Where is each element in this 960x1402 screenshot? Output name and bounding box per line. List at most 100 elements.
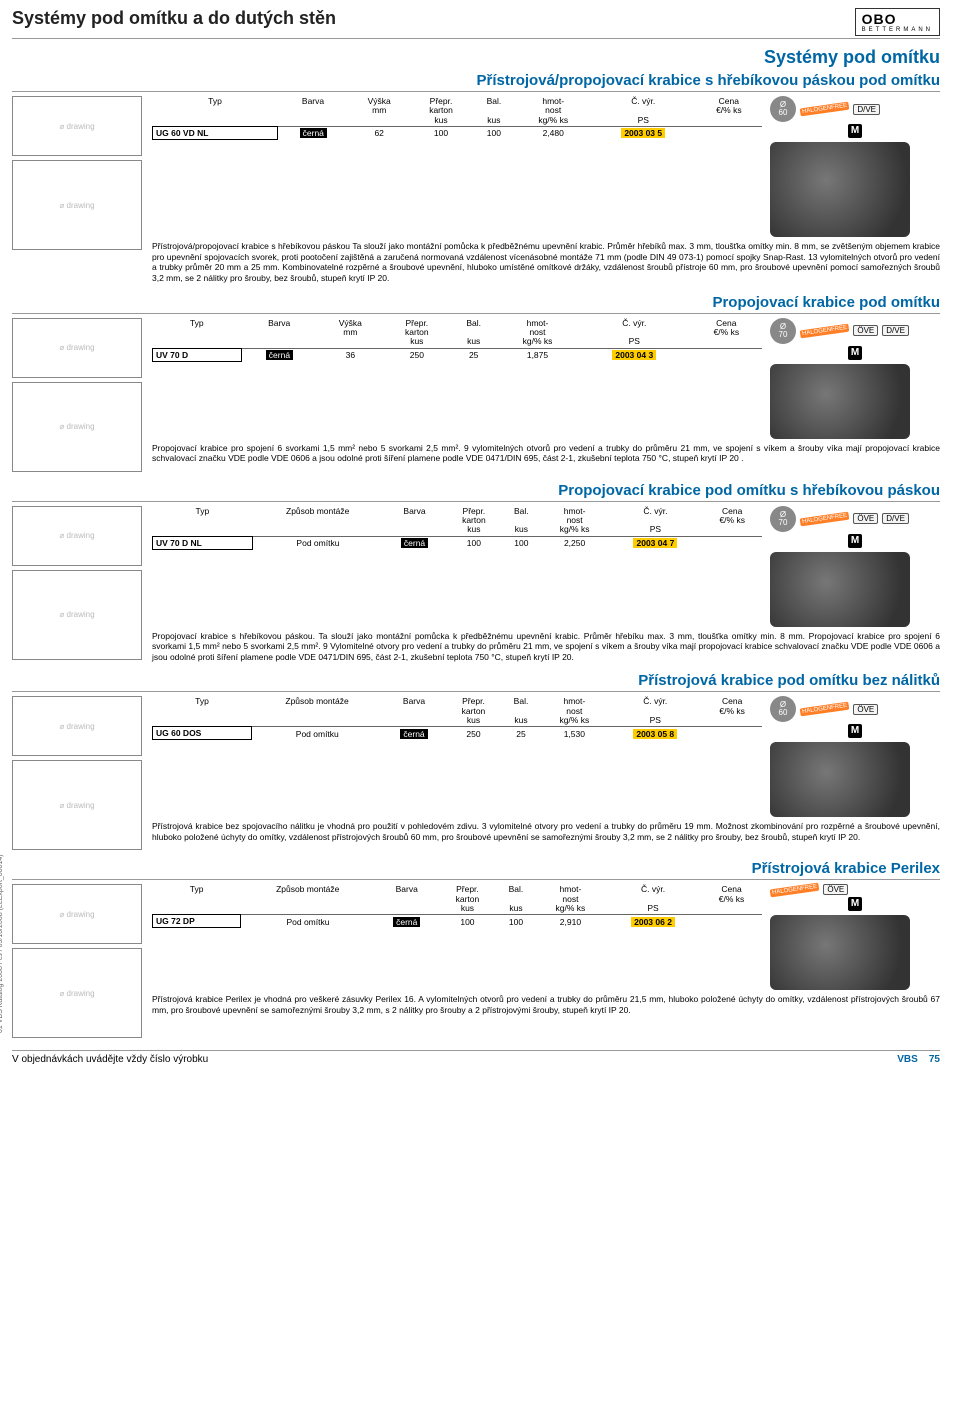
col-header: Barva [383, 696, 446, 727]
product-photo [770, 915, 910, 990]
product-block: ⌀ drawing ⌀ drawing Typ Způsob montáže B… [12, 696, 940, 850]
product-block: ⌀ drawing ⌀ drawing Typ Barva Výškamm Př… [12, 318, 940, 472]
cell-prepr: 100 [439, 915, 496, 928]
product-photo [770, 552, 910, 627]
col-header: hmot-nostkg/% ks [536, 884, 605, 915]
tech-drawing-icon: ⌀ drawing [12, 884, 142, 944]
table-row: UG 60 DOS Pod omítku černá 250 25 1,530 … [153, 727, 763, 740]
m-badge: M [848, 346, 862, 360]
spec-table: Typ Barva Výškamm Přepr.kartonkus Bal.ku… [152, 96, 762, 140]
col-header: Cena€/% ks [702, 696, 762, 727]
col-header: Způsob montáže [252, 506, 383, 537]
cell-prepr: 100 [410, 127, 472, 140]
cell-typ: UV 70 D NL [153, 536, 253, 549]
tech-drawing-icon: ⌀ drawing [12, 160, 142, 250]
badge-column: Ø60 HALOGENFREE D/VE M [770, 96, 940, 237]
col-header: Barva [241, 318, 317, 349]
tech-drawing-icon: ⌀ drawing [12, 696, 142, 756]
tech-drawing-icon: ⌀ drawing [12, 382, 142, 472]
col-header: Bal.kus [501, 696, 540, 727]
col-header: Č. výr.PS [608, 506, 702, 537]
cell-typ: UG 72 DP [153, 915, 241, 928]
cell-zpusob: Pod omítku [241, 915, 375, 928]
content-column: Typ Barva Výškamm Přepr.kartonkus Bal.ku… [152, 96, 940, 284]
cert-badge: D/VE [853, 104, 880, 115]
m-badge: M [848, 534, 862, 548]
table-row: UG 72 DP Pod omítku černá 100 100 2,910 … [153, 915, 763, 928]
diagram-column: ⌀ drawing ⌀ drawing [12, 696, 142, 850]
col-header: Bal.kus [496, 884, 536, 915]
table-row: UG 60 VD NL černá 62 100 100 2,480 2003 … [153, 127, 763, 140]
cell-typ: UV 70 D [153, 348, 242, 361]
cell-cvyr: 2003 05 8 [608, 727, 702, 740]
col-header: Barva [278, 96, 349, 127]
col-header: Typ [153, 318, 242, 349]
diagram-column: ⌀ drawing ⌀ drawing [12, 318, 142, 472]
cell-hmot: 1,530 [541, 727, 609, 740]
halogenfree-badge: HALOGENFREE [800, 511, 850, 526]
product-block: ⌀ drawing ⌀ drawing Typ Způsob montáže B… [12, 506, 940, 663]
product-heading: Přístrojová krabice Perilex [12, 860, 940, 880]
col-header: Cena€/% ks [696, 96, 762, 127]
col-header: Č. výr.PS [608, 696, 702, 727]
diameter-badge: Ø60 [770, 696, 796, 722]
cell-cena [691, 348, 762, 361]
badge-column: HALOGENFREE ÖVE M [770, 884, 940, 990]
m-badge: M [848, 897, 862, 911]
cell-cvyr: 2003 06 2 [605, 915, 701, 928]
cell-bal: 100 [472, 127, 515, 140]
cell-typ: UG 60 DOS [153, 727, 252, 740]
cell-cena [696, 127, 762, 140]
content-column: Typ Způsob montáže Barva Přepr.kartonkus… [152, 696, 940, 850]
product-description: Přístrojová/propojovací krabice s hřebík… [152, 241, 940, 284]
spec-table: Typ Barva Výškamm Přepr.kartonkus Bal.ku… [152, 318, 762, 362]
product-heading: Přístrojová/propojovací krabice s hřebík… [12, 72, 940, 92]
cell-hmot: 2,250 [541, 536, 609, 549]
col-header: Č. výr.PS [578, 318, 691, 349]
page-footer: V objednávkách uvádějte vždy číslo výrob… [12, 1050, 940, 1065]
tech-drawing-icon: ⌀ drawing [12, 506, 142, 566]
cell-barva: černá [383, 727, 446, 740]
tech-drawing-icon: ⌀ drawing [12, 96, 142, 156]
diameter-badge: Ø60 [770, 96, 796, 122]
col-header: Výškamm [317, 318, 383, 349]
page-header: Systémy pod omítku a do dutých stěn OBO … [12, 8, 940, 39]
cert-badge: D/VE [882, 513, 909, 524]
product-description: Propojovací krabice s hřebíkovou páskou.… [152, 631, 940, 663]
cell-vyska: 36 [317, 348, 383, 361]
col-header: Přepr.kartonkus [446, 506, 502, 537]
halogenfree-badge: HALOGENFREE [800, 702, 850, 717]
cell-cvyr: 2003 04 3 [578, 348, 691, 361]
halogenfree-badge: HALOGENFREE [800, 323, 850, 338]
product-description: Přístrojová krabice Perilex je vhodná pr… [152, 994, 940, 1015]
cell-cena [702, 536, 762, 549]
export-id-label: 01 VBS Katalog 2008 / cs / 09/10/2008 (L… [0, 855, 4, 1034]
product-description: Přístrojová krabice bez spojovacího náli… [152, 821, 940, 842]
spec-table: Typ Způsob montáže Barva Přepr.kartonkus… [152, 506, 762, 550]
content-column: Typ Způsob montáže Barva Přepr.kartonkus… [152, 884, 940, 1038]
col-header: hmot-nostkg/% ks [497, 318, 578, 349]
cell-hmot: 1,875 [497, 348, 578, 361]
col-header: Bal.kus [472, 96, 515, 127]
col-header: Přepr.kartonkus [410, 96, 472, 127]
m-badge: M [848, 124, 862, 138]
cell-cena [702, 727, 762, 740]
product-heading: Propojovací krabice pod omítku s hřebíko… [12, 482, 940, 502]
product-heading: Propojovací krabice pod omítku [12, 294, 940, 314]
cert-badge: ÖVE [853, 704, 878, 715]
spec-table: Typ Způsob montáže Barva Přepr.kartonkus… [152, 696, 762, 740]
cert-badge: ÖVE [853, 513, 878, 524]
product-heading: Přístrojová krabice pod omítku bez nálit… [12, 672, 940, 692]
col-header: Přepr.kartonkus [383, 318, 450, 349]
col-header: Bal.kus [450, 318, 497, 349]
table-row: UV 70 D černá 36 250 25 1,875 2003 04 3 [153, 348, 763, 361]
col-header: hmot-nostkg/% ks [541, 506, 609, 537]
diameter-badge: Ø70 [770, 318, 796, 344]
badge-column: Ø60 HALOGENFREE ÖVE M [770, 696, 940, 817]
logo-text: OBO [862, 11, 897, 27]
cert-badge: ÖVE [823, 884, 848, 895]
diagram-column: ⌀ drawing ⌀ drawing [12, 884, 142, 1038]
page-title: Systémy pod omítku a do dutých stěn [12, 8, 336, 29]
cell-prepr: 250 [383, 348, 450, 361]
cell-hmot: 2,480 [516, 127, 591, 140]
